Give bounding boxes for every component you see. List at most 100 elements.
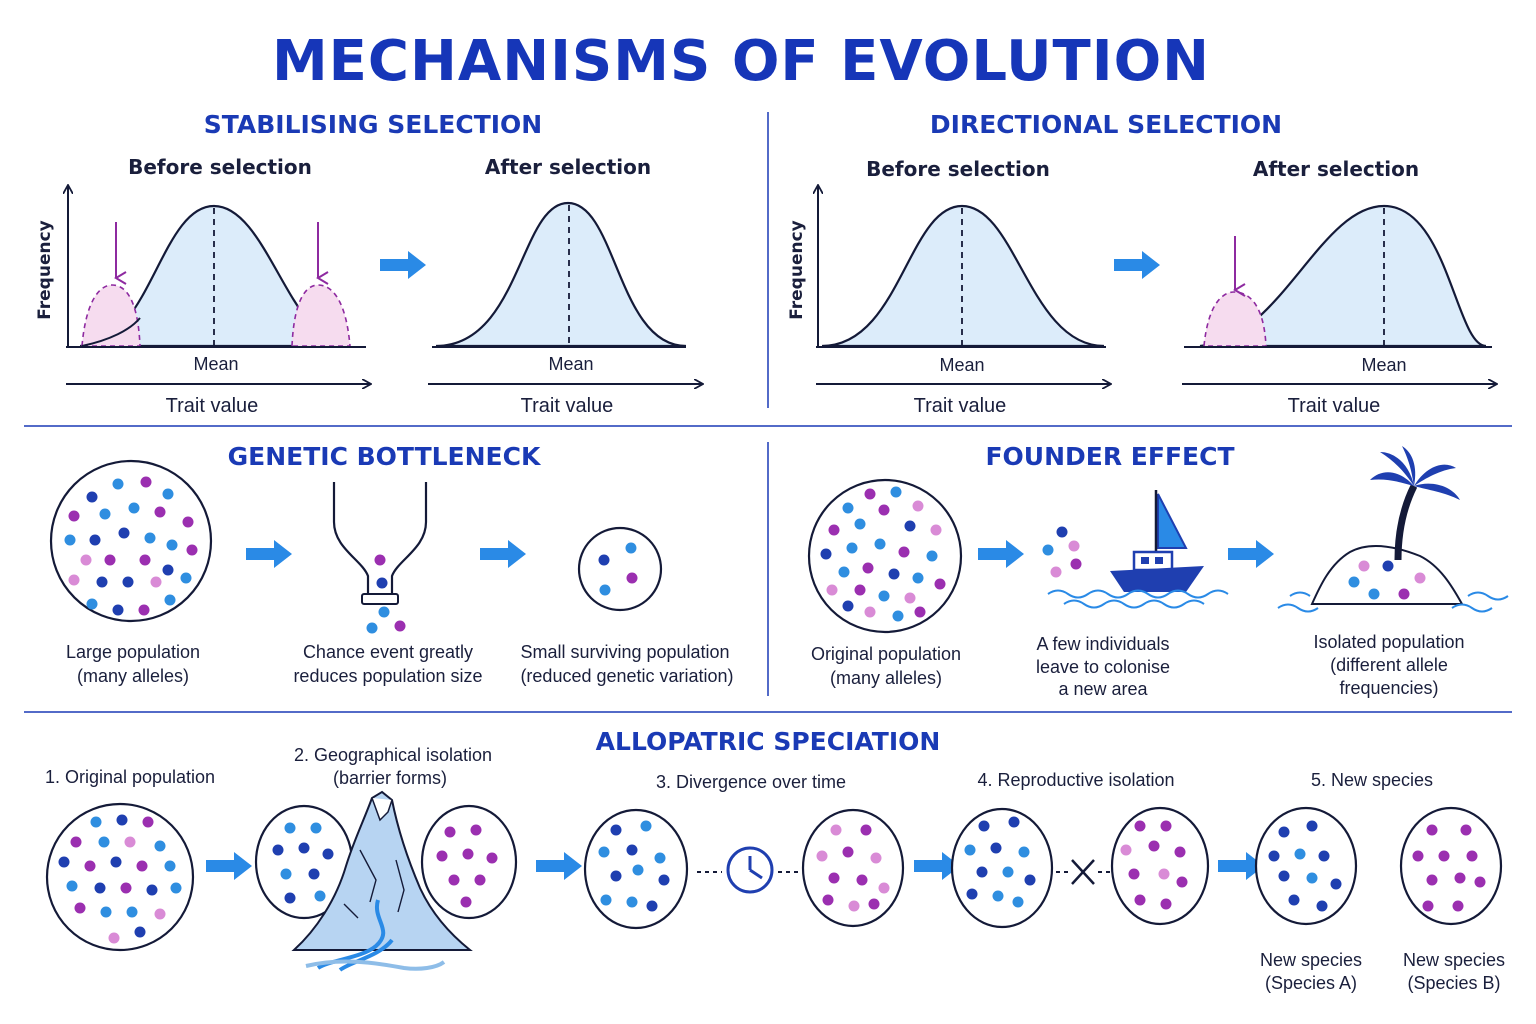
allele-dot bbox=[1294, 848, 1306, 860]
allele-dot bbox=[448, 874, 460, 886]
few-individuals-line1: A few individuals bbox=[1036, 634, 1169, 654]
allele-dot bbox=[154, 506, 166, 518]
allele-dot bbox=[98, 836, 110, 848]
allele-dot bbox=[170, 882, 182, 894]
allele-dot bbox=[1278, 870, 1290, 882]
allele-dot bbox=[1382, 560, 1394, 572]
right-arrow-icon bbox=[1114, 251, 1160, 279]
allele-dot bbox=[68, 574, 80, 586]
selected-against-right bbox=[291, 284, 351, 347]
allele-dot bbox=[374, 554, 386, 566]
allele-dot bbox=[64, 534, 76, 546]
directional-after-chart: Mean Trait value bbox=[1182, 204, 1496, 417]
allele-dot bbox=[142, 816, 154, 828]
genetic-bottleneck-panel: GENETIC BOTTLENECK Large population (man… bbox=[49, 442, 734, 686]
allele-dot bbox=[180, 572, 192, 584]
isolated-population-a bbox=[950, 807, 1054, 929]
allele-dot bbox=[1050, 566, 1062, 578]
large-population-line1: Large population bbox=[66, 642, 200, 662]
allele-dot bbox=[70, 836, 82, 848]
species-b-circle bbox=[1399, 806, 1503, 926]
allele-dot bbox=[1134, 894, 1146, 906]
allele-dot bbox=[186, 544, 198, 556]
allele-dot bbox=[122, 576, 134, 588]
allele-dot bbox=[640, 820, 652, 832]
allele-dot bbox=[1358, 560, 1370, 572]
allele-dot bbox=[1460, 824, 1472, 836]
allele-dot bbox=[1426, 824, 1438, 836]
allele-dot bbox=[878, 590, 890, 602]
allele-dot bbox=[126, 906, 138, 918]
allele-dot bbox=[600, 894, 612, 906]
allele-dot bbox=[874, 538, 886, 550]
allele-dot bbox=[904, 592, 916, 604]
trait-value-label: Trait value bbox=[1288, 395, 1381, 417]
page-title: MECHANISMS OF EVOLUTION bbox=[272, 29, 1210, 94]
bottleneck-heading: GENETIC BOTTLENECK bbox=[228, 442, 542, 471]
original-population-line1: Original population bbox=[811, 644, 961, 664]
mean-label: Mean bbox=[548, 354, 593, 374]
allele-dot bbox=[138, 604, 150, 616]
allele-dot bbox=[470, 824, 482, 836]
allele-dot bbox=[934, 578, 946, 590]
allele-dot bbox=[134, 926, 146, 938]
allele-dot bbox=[930, 524, 942, 536]
allele-dot bbox=[164, 594, 176, 606]
allele-dot bbox=[626, 572, 638, 584]
population-dots bbox=[820, 486, 946, 622]
allele-dot bbox=[1002, 866, 1014, 878]
allele-dot bbox=[272, 844, 284, 856]
chance-event-line1: Chance event greatly bbox=[303, 642, 473, 662]
small-population-line1: Small surviving population bbox=[520, 642, 729, 662]
allopatric-speciation-panel: ALLOPATRIC SPECIATION 1. Original popula… bbox=[45, 727, 1505, 993]
allele-dot bbox=[96, 576, 108, 588]
allele-dot bbox=[904, 520, 916, 532]
island-dots bbox=[1348, 560, 1426, 600]
allele-dot bbox=[162, 564, 174, 576]
allele-dot bbox=[828, 872, 840, 884]
allele-dot bbox=[84, 860, 96, 872]
step3-label: 3. Divergence over time bbox=[656, 772, 846, 792]
allele-dot bbox=[310, 822, 322, 834]
allele-dot bbox=[1160, 820, 1172, 832]
founder-effect-panel: FOUNDER EFFECT O bbox=[807, 442, 1509, 699]
allele-dot bbox=[992, 890, 1004, 902]
allele-dot bbox=[118, 527, 130, 539]
allele-dot bbox=[378, 606, 390, 618]
allele-dot bbox=[436, 850, 448, 862]
allele-dot bbox=[1018, 846, 1030, 858]
allele-dot bbox=[1158, 868, 1170, 880]
stabilising-after-chart: Mean Trait value bbox=[428, 201, 702, 417]
allele-dot bbox=[658, 874, 670, 886]
allele-dot bbox=[94, 882, 106, 894]
right-arrow-icon bbox=[978, 540, 1024, 568]
step4-label: 4. Reproductive isolation bbox=[977, 770, 1174, 790]
allele-dot bbox=[632, 864, 644, 876]
allele-dot bbox=[1056, 526, 1068, 538]
allele-dot bbox=[964, 844, 976, 856]
allele-dot bbox=[1174, 846, 1186, 858]
allele-dot bbox=[914, 606, 926, 618]
clock-icon bbox=[726, 846, 774, 894]
allele-dot bbox=[1422, 900, 1434, 912]
island-icon bbox=[1277, 446, 1509, 613]
allele-dot bbox=[626, 896, 638, 908]
allele-dot bbox=[1452, 900, 1464, 912]
allele-dot bbox=[486, 852, 498, 864]
allele-dot bbox=[366, 622, 378, 634]
allele-dot bbox=[86, 491, 98, 503]
allele-dot bbox=[298, 842, 310, 854]
allele-dot bbox=[898, 546, 910, 558]
allele-dot bbox=[842, 846, 854, 858]
allele-dot bbox=[888, 568, 900, 580]
allele-dot bbox=[856, 874, 868, 886]
allele-dot bbox=[66, 880, 78, 892]
allele-dot bbox=[1306, 872, 1318, 884]
allele-dot bbox=[854, 518, 866, 530]
allele-dot bbox=[966, 888, 978, 900]
allele-dot bbox=[892, 610, 904, 622]
right-arrow-icon bbox=[380, 251, 426, 279]
allele-dot bbox=[822, 894, 834, 906]
allele-dot bbox=[284, 892, 296, 904]
original-population-line2: (many alleles) bbox=[830, 668, 942, 688]
